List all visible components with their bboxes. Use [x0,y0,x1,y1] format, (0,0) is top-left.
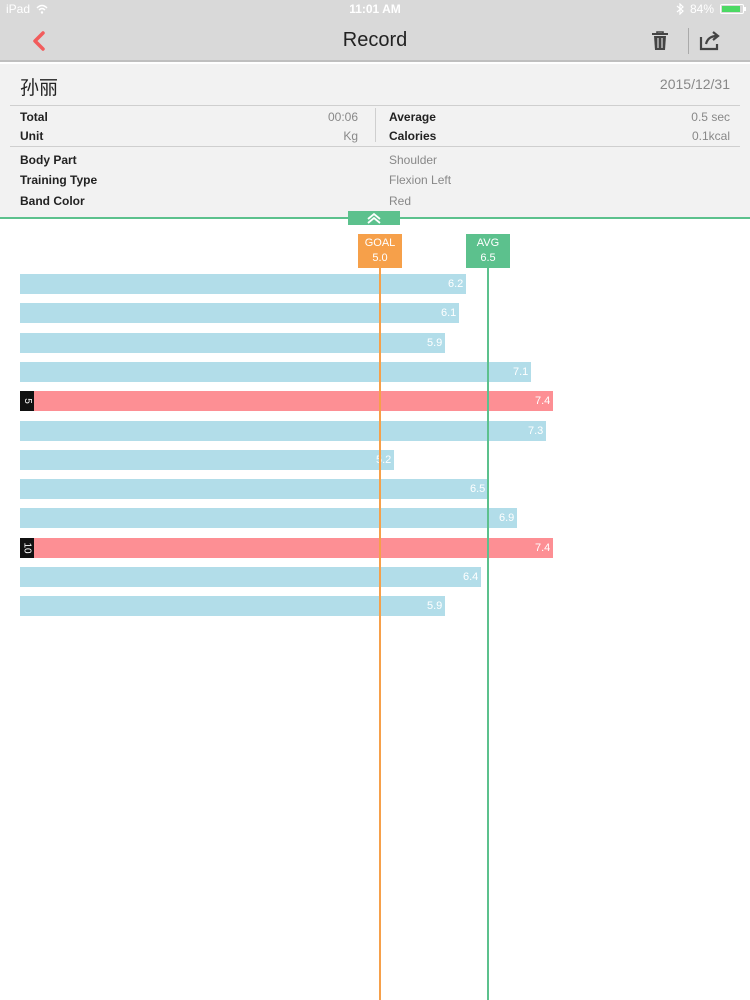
unit-value: Kg [343,129,358,143]
record-date: 2015/12/31 [659,76,730,92]
bar-value-label: 6.2 [448,278,464,290]
bar-value-label: 6.4 [463,571,479,583]
rep-number-badge: 5 [20,391,34,411]
bar [20,303,459,323]
bar [20,479,488,499]
back-button[interactable] [24,26,54,56]
battery-percent: 84% [689,2,714,16]
bar-value-label: 7.3 [528,425,544,437]
divider [10,105,740,106]
average-label: Average [389,110,436,124]
share-icon [699,31,720,51]
calories-value: 0.1kcal [691,129,730,143]
bar-value-label: 7.1 [513,366,529,378]
page-title: Record [342,29,408,51]
battery-icon [720,4,746,14]
chevron-left-icon [33,31,45,51]
calories-label: Calories [389,129,437,143]
bar [20,421,546,441]
training-type-label: Training Type [20,173,98,187]
divider [10,146,740,147]
bar-value-label: 6.9 [499,512,515,524]
bar [20,362,531,382]
bar [20,508,517,528]
carrier-label: iPad [6,2,31,16]
share-button[interactable] [696,27,724,55]
trash-icon [652,31,668,50]
bar [20,333,445,353]
bar [20,274,466,294]
double-chevron-up-icon [367,212,381,224]
bar-value-label: 7.4 [535,542,551,554]
navigation-bar: Record [0,20,750,62]
band-color-value: Red [389,194,412,208]
bar [20,567,481,587]
avg-marker: AVG 6.5 [466,234,510,268]
bar-value-label: 5.9 [427,600,443,612]
record-info-panel: 孙丽 2015/12/31 Total 00:06 Unit Kg Averag… [0,64,750,218]
rep-number-badge: 10 [20,538,34,558]
bar [20,450,394,470]
training-type-value: Flexion Left [389,173,452,187]
user-name: 孙丽 [20,77,59,99]
goal-marker-label: GOAL [364,237,396,249]
wifi-icon [36,4,48,14]
avg-marker-label: AVG [476,237,500,249]
bluetooth-icon [676,3,684,15]
bar [20,538,553,558]
bar [20,391,553,411]
bar-value-label: 7.4 [535,395,551,407]
total-label: Total [20,110,48,124]
toolbar-divider [688,28,689,54]
delete-button[interactable] [648,28,672,54]
status-time: 11:01 AM [349,2,401,16]
column-divider [375,108,376,142]
average-value: 0.5 sec [691,110,730,124]
bar-value-label: 5.9 [427,337,443,349]
bar-value-label: 6.1 [441,307,457,319]
avg-marker-value: 6.5 [480,252,496,264]
reps-bar-chart: 6.2 6.1 5.9 7.1 7.4 5 7.3 5.2 6.5 6.9 7.4 10 6.4 5.9 G… [0,224,750,1000]
band-color-label: Band Color [20,194,85,208]
bar [20,596,445,616]
bar-value-label: 6.5 [470,483,486,495]
goal-line [379,234,381,1000]
goal-marker-value: 5.0 [372,252,388,264]
goal-marker: GOAL 5.0 [358,234,402,268]
unit-label: Unit [20,129,44,143]
collapse-panel-button[interactable] [348,211,400,225]
body-part-value: Shoulder [389,153,438,167]
status-bar: iPad 11:01 AM 84% [0,0,750,20]
body-part-label: Body Part [20,153,77,167]
total-value: 00:06 [327,110,358,124]
avg-line [487,234,489,1000]
